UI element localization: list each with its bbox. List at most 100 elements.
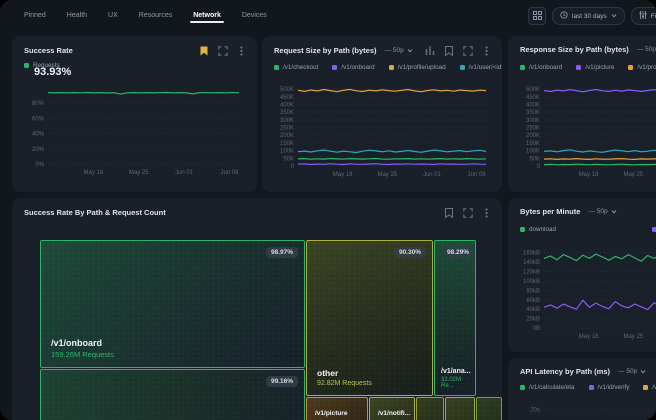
kebab-menu-icon[interactable]: [236, 45, 247, 56]
svg-text:50K: 50K: [529, 156, 540, 162]
svg-text:May 18: May 18: [579, 334, 599, 340]
treemap-block-other[interactable]: 90.30% other 92.82M Requests: [306, 240, 433, 396]
svg-text:150K: 150K: [280, 141, 294, 147]
legend-dot: [460, 65, 465, 70]
treemap-block-picture[interactable]: /v1/picture: [306, 397, 368, 420]
svg-text:60%: 60%: [32, 116, 45, 122]
success-rate-badge: 90.30%: [394, 247, 426, 258]
nav-tabs: Pinned Health UX Resources Network Devic…: [0, 6, 268, 25]
percentile-label: — 50p: [618, 368, 637, 375]
tab-resources[interactable]: Resources: [138, 6, 173, 25]
legend-item[interactable]: /v1/picture: [576, 64, 614, 71]
legend-label: /v1/onboard: [341, 64, 374, 71]
tab-network[interactable]: Network: [192, 6, 222, 25]
legend-dot: [520, 65, 525, 70]
legend-label: /v1/user/<id>/profile: [469, 64, 502, 71]
bookmark-icon[interactable]: [443, 207, 454, 218]
api-latency-legend: /v1/calculate/eta/v1/id/verify/v1/onbo: [520, 384, 656, 391]
chevron-down-icon: [611, 13, 617, 20]
grid-icon: [533, 7, 542, 25]
filter-button[interactable]: Filter/C: [631, 7, 656, 25]
svg-text:450K: 450K: [280, 95, 294, 101]
bookmark-filled-icon[interactable]: [198, 45, 209, 56]
svg-text:May 25: May 25: [623, 172, 643, 178]
legend-item[interactable]: /v1/calculate/eta: [520, 384, 575, 391]
block-request-count: 159.26M Requests: [51, 350, 114, 359]
expand-icon[interactable]: [462, 45, 473, 56]
legend-item[interactable]: /v1/checkout: [274, 64, 318, 71]
tab-ux[interactable]: UX: [107, 6, 119, 25]
legend-item[interactable]: upload: [652, 226, 656, 233]
panel-success-rate: Success Rate Requests 93.93% 0%20%40%60%…: [12, 36, 257, 192]
legend-item[interactable]: /v1/onbo: [643, 384, 656, 391]
svg-text:150K: 150K: [526, 141, 540, 147]
svg-text:120kB: 120kB: [523, 270, 540, 276]
percentile-selector[interactable]: — 50p: [637, 46, 656, 53]
svg-text:20s: 20s: [530, 407, 540, 413]
block-path: /v1/onboard: [51, 338, 114, 348]
svg-text:0B: 0B: [533, 326, 540, 332]
legend-item[interactable]: /v1/user/<id>/profile: [460, 64, 502, 71]
percentile-selector[interactable]: — 50p: [618, 368, 646, 375]
svg-text:May 25: May 25: [129, 170, 149, 176]
tab-devices[interactable]: Devices: [241, 6, 268, 25]
svg-text:100K: 100K: [526, 149, 540, 155]
svg-text:500K: 500K: [526, 87, 540, 93]
percentile-selector[interactable]: — 50p: [385, 47, 413, 54]
kebab-menu-icon[interactable]: [481, 45, 492, 56]
svg-text:500K: 500K: [280, 87, 294, 93]
svg-text:May 18: May 18: [84, 170, 104, 176]
success-rate-badge: 98.97%: [266, 247, 298, 258]
svg-text:0: 0: [537, 164, 541, 170]
sliders-icon: [639, 11, 647, 21]
svg-text:140kB: 140kB: [523, 260, 540, 266]
legend-item[interactable]: download: [520, 226, 638, 233]
svg-text:350K: 350K: [526, 110, 540, 116]
treemap-block[interactable]: [416, 397, 444, 420]
legend-item[interactable]: /v1/id/verify: [589, 384, 630, 391]
panel-title: Success Rate: [24, 46, 73, 55]
svg-text:400K: 400K: [280, 102, 294, 108]
svg-text:40kB: 40kB: [526, 307, 540, 313]
treemap-block-notifications[interactable]: /v1/notifi...: [369, 397, 415, 420]
treemap-block[interactable]: [476, 397, 502, 420]
top-nav: Pinned Health UX Resources Network Devic…: [0, 0, 656, 30]
legend-item[interactable]: /v1/onboard: [332, 64, 374, 71]
layout-grid-button[interactable]: [528, 7, 546, 25]
success-rate-badge: 98.29%: [444, 247, 472, 258]
api-latency-chart: 20s: [518, 398, 656, 420]
tab-pinned[interactable]: Pinned: [23, 6, 47, 25]
legend-label: /v1/profile/upload: [398, 64, 446, 71]
treemap-block[interactable]: [445, 397, 475, 420]
legend-item[interactable]: /v1/prof: [628, 64, 656, 71]
expand-icon[interactable]: [462, 207, 473, 218]
panel-response-size: Response Size by Path (bytes) — 50p /v1/…: [508, 36, 656, 192]
svg-text:60kB: 60kB: [526, 298, 540, 304]
svg-text:40%: 40%: [32, 132, 45, 138]
kebab-menu-icon[interactable]: [481, 207, 492, 218]
treemap-block-onboard[interactable]: 98.97% /v1/onboard 159.26M Requests: [40, 240, 305, 368]
chart-type-icon[interactable]: [424, 45, 435, 56]
treemap-block-ana[interactable]: 98.29% /v1/ana... 32.02M Re...: [434, 240, 476, 396]
legend-label: /v1/onbo: [652, 384, 656, 391]
panel-title: Request Size by Path (bytes): [274, 46, 377, 55]
legend-item[interactable]: /v1/onboard: [520, 64, 562, 71]
svg-text:160kB: 160kB: [523, 251, 540, 257]
panel-success-rate-by-path: Success Rate By Path & Request Count 98.…: [12, 198, 502, 420]
svg-text:0%: 0%: [35, 162, 44, 168]
nav-actions: last 30 days Filter/C: [528, 7, 656, 25]
legend-label: /v1/picture: [585, 64, 614, 71]
svg-text:450K: 450K: [526, 95, 540, 101]
treemap-block[interactable]: 99.16%: [40, 369, 305, 420]
bookmark-icon[interactable]: [443, 45, 454, 56]
expand-icon[interactable]: [217, 45, 228, 56]
legend-dot: [24, 63, 29, 68]
percentile-selector[interactable]: — 50p: [588, 208, 616, 215]
tab-health[interactable]: Health: [66, 6, 88, 25]
request-size-chart: 050K100K150K200K250K300K350K400K450K500K…: [272, 80, 492, 180]
time-range-selector[interactable]: last 30 days: [552, 7, 625, 25]
legend-item[interactable]: /v1/profile/upload: [389, 64, 446, 71]
legend-label: download: [529, 226, 556, 233]
success-rate-value: 93.93%: [34, 66, 71, 78]
panel-title: Success Rate By Path & Request Count: [24, 208, 166, 217]
